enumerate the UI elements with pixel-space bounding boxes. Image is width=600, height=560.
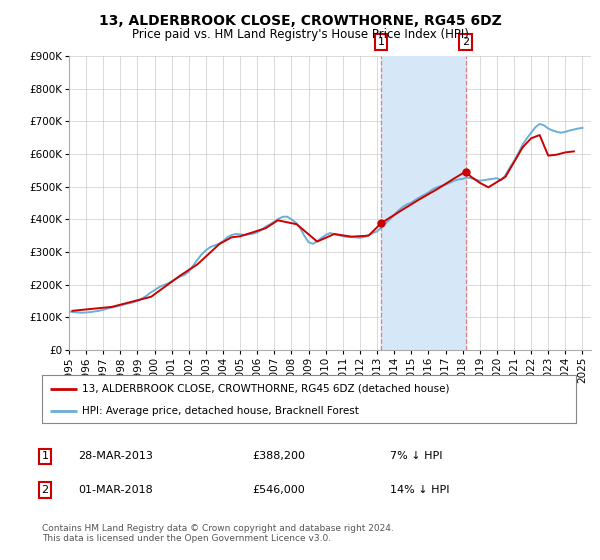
Text: 28-MAR-2013: 28-MAR-2013 [78, 451, 153, 461]
Text: 1: 1 [41, 451, 49, 461]
Text: 1: 1 [377, 37, 385, 47]
Text: 01-MAR-2018: 01-MAR-2018 [78, 485, 153, 495]
Text: £546,000: £546,000 [252, 485, 305, 495]
Text: 13, ALDERBROOK CLOSE, CROWTHORNE, RG45 6DZ (detached house): 13, ALDERBROOK CLOSE, CROWTHORNE, RG45 6… [82, 384, 449, 394]
Text: 13, ALDERBROOK CLOSE, CROWTHORNE, RG45 6DZ: 13, ALDERBROOK CLOSE, CROWTHORNE, RG45 6… [98, 14, 502, 28]
Text: HPI: Average price, detached house, Bracknell Forest: HPI: Average price, detached house, Brac… [82, 406, 359, 416]
Text: 2: 2 [462, 37, 469, 47]
Text: Contains HM Land Registry data © Crown copyright and database right 2024.
This d: Contains HM Land Registry data © Crown c… [42, 524, 394, 543]
Bar [381, 56, 466, 350]
Text: 2: 2 [41, 485, 49, 495]
Text: 14% ↓ HPI: 14% ↓ HPI [390, 485, 449, 495]
Text: Price paid vs. HM Land Registry's House Price Index (HPI): Price paid vs. HM Land Registry's House … [131, 28, 469, 41]
Text: £388,200: £388,200 [252, 451, 305, 461]
Text: 7% ↓ HPI: 7% ↓ HPI [390, 451, 443, 461]
